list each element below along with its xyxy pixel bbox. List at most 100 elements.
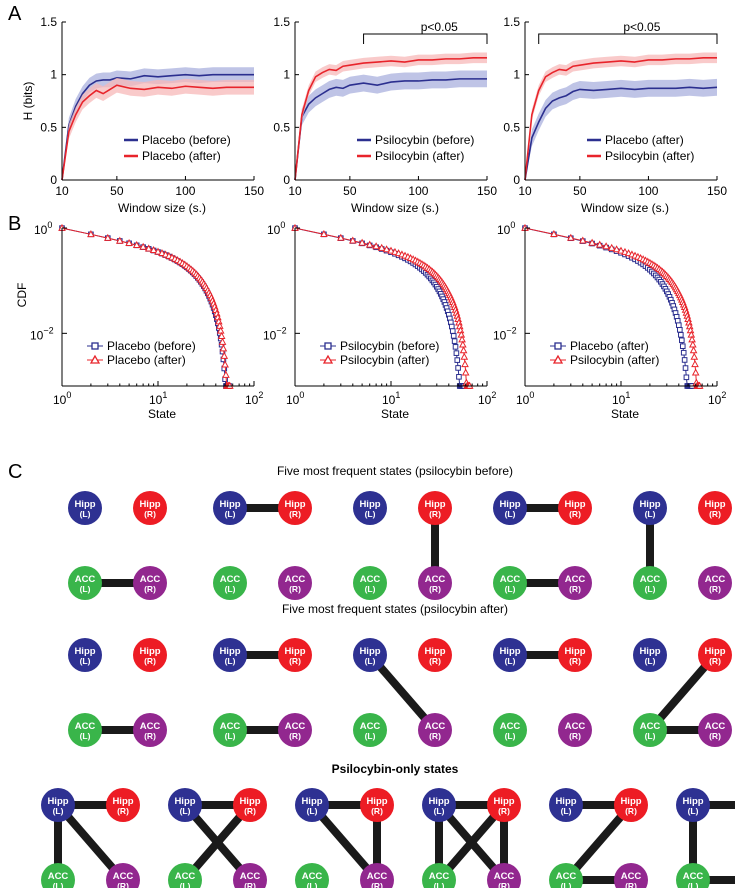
node-label: (R) [429,656,441,666]
node-label: ACC [140,574,161,585]
node-label: (R) [289,509,301,519]
tick-label: 102 [245,390,263,407]
node-label: (L) [645,584,656,594]
tick-label: 100 [34,220,52,237]
node-label: (L) [434,881,445,888]
x-tick-label: 150 [707,184,727,198]
cdf-marker [550,229,558,238]
node-label: ACC [285,574,306,585]
node-label: (L) [365,584,376,594]
tick-label: 10−2 [263,325,287,342]
cdf-marker [218,337,227,345]
node-label: (R) [498,806,510,816]
x-axis-label: State [381,407,409,421]
legend-label: Psilocybin (after) [570,353,659,367]
node-label: ACC [494,871,515,882]
cdf-marker [681,357,688,363]
x-tick-label: 100 [638,184,658,198]
node-hipp-l [41,788,75,822]
legend-marker [89,354,101,364]
tick-label: 101 [149,390,167,407]
node-label: (L) [434,806,445,816]
node-hipp-r [106,788,140,822]
node-label: Hipp [359,646,380,657]
node-label: (L) [561,881,572,888]
state-after-2: Hipp(L)Hipp(R)ACC(L)ACC(R) [213,638,312,747]
y-tick-label: 0 [283,173,290,187]
cdf-marker [460,352,469,360]
series-line [61,84,254,181]
node-hipp-l [493,491,527,525]
node-label: ACC [565,721,586,732]
y-axis-label: H (bits) [21,82,35,121]
state-psilocybin-only-5: Hipp(L)Hipp(R)ACC(L)ACC(R) [549,788,648,888]
node-acc-r [487,863,521,888]
node-label: (L) [365,509,376,519]
state-before-4: Hipp(L)Hipp(R)ACC(L)ACC(R) [493,491,592,600]
cdf-marker [566,233,575,241]
node-label: Hipp [639,499,660,510]
y-tick-label: 0.5 [503,120,520,134]
node-hipp-r [418,491,452,525]
node-hipp-l [422,788,456,822]
tick-label: 100 [516,390,534,407]
node-label: (R) [625,881,637,888]
legend-label: Placebo (before) [142,133,231,147]
node-acc-l [295,863,329,888]
node-label: ACC [220,721,241,732]
significance-label: p<0.05 [623,20,660,34]
node-hipp-l [353,491,387,525]
node-label: Hipp [499,646,520,657]
node-label: (L) [307,806,318,816]
node-label: ACC [556,871,577,882]
legend-label: Psilocybin (after) [340,353,429,367]
tick-label: 100 [267,220,285,237]
cdf-marker [688,340,697,348]
node-label: ACC [705,721,726,732]
cdf-marker [461,360,469,368]
cdf-marker [382,245,391,253]
y-axis-label: CDF [15,283,29,308]
cdf-marker [689,346,698,354]
legend-label: Placebo (before) [107,339,196,353]
node-acc-l [353,566,387,600]
cdf-marker [683,374,690,381]
node-hipp-l [68,491,102,525]
node-label: Hipp [424,499,445,510]
node-acc-l [676,863,710,888]
legend-marker [91,342,99,350]
x-axis-label: Window size (s.) [118,201,206,215]
node-hipp-l [168,788,202,822]
node-hipp-r [558,491,592,525]
state-before-3: Hipp(L)Hipp(R)ACC(L)ACC(R) [353,491,452,600]
node-acc-l [633,566,667,600]
node-hipp-l [549,788,583,822]
node-label: (R) [625,806,637,816]
node-label: Hipp [174,796,195,807]
y-tick-label: 0.5 [273,120,290,134]
node-label: (R) [144,656,156,666]
node-label: (R) [709,731,721,741]
error-band [62,77,254,180]
node-hipp-r [278,491,312,525]
node-label: ACC [500,574,521,585]
cdf-marker [607,243,616,251]
node-label: ACC [240,871,261,882]
cdf-marker [158,248,166,257]
node-acc-l [549,863,583,888]
node-label: (L) [80,656,91,666]
tick-label: 101 [382,390,400,407]
cdf-marker [682,365,689,371]
node-acc-r [133,713,167,747]
networks-layer: Hipp(L)Hipp(R)ACC(L)ACC(R)Hipp(L)Hipp(R)… [41,491,735,888]
cdf-chart-1: 100 101 102 10−2 100 State CDF Placebo (before)… [15,220,263,421]
node-label: Hipp [139,499,160,510]
section-title-only: Psilocybin-only states [332,762,459,776]
x-tick-label: 150 [244,184,264,198]
legend-label: Psilocybin (before) [340,339,439,353]
node-label: ACC [220,574,241,585]
node-label: (L) [80,584,91,594]
node-label: ACC [175,871,196,882]
node-acc-r [558,713,592,747]
cdf-marker [456,374,462,380]
